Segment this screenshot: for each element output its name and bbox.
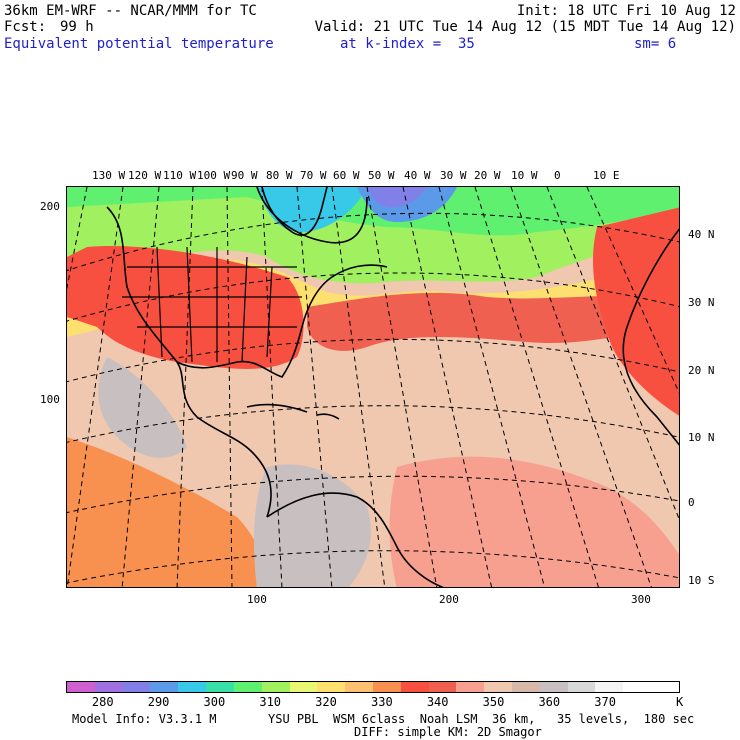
latitude-label: 40 N (688, 228, 715, 241)
state-borders (122, 246, 302, 363)
level-info: at k-index = 35 (340, 36, 475, 52)
latitude-label: 30 N (688, 296, 715, 309)
africa-warm-zone (593, 207, 679, 416)
init-time: Init: 18 UTC Fri 10 Aug 12 (516, 3, 736, 19)
colorbar-segment (372, 682, 401, 692)
colorbar-segment (400, 682, 429, 692)
south-america-coast (266, 492, 445, 587)
colorbar-label: 360 (538, 695, 561, 709)
forecast-hour: 99 h (60, 19, 94, 35)
amazon-neutral (254, 464, 371, 587)
lat-0 (67, 475, 679, 514)
smoothing-info: sm= 6 (634, 36, 677, 52)
forecast-label: Fcst: (4, 19, 47, 35)
colorbar-segment (289, 682, 318, 692)
colorbar-segment (261, 682, 290, 692)
colorbar-label: 320 (315, 695, 337, 709)
longitude-label: 0 (554, 169, 561, 182)
grid-x-label: 100 (247, 593, 267, 606)
longitude-label: 110 W (163, 169, 197, 182)
latitude-label: 10 N (688, 431, 715, 444)
gulf-atlantic-coast (176, 264, 388, 378)
greenland-cold (257, 187, 367, 233)
cuba (246, 403, 308, 413)
colorbar-label: 330 (371, 695, 393, 709)
atlantic-warm-band (307, 292, 679, 351)
longitude-label: 50 W (368, 169, 395, 182)
longitude-label: 20 W (474, 169, 501, 182)
colorbar-label: 290 (147, 695, 170, 709)
coldest-core (367, 187, 427, 208)
field-name: Equivalent potential temperature (4, 36, 274, 52)
lat-40n (67, 212, 679, 272)
pacific-warm-zone (67, 437, 277, 587)
longitude-label: 40 W (404, 169, 431, 182)
colorbar-segment (567, 682, 596, 692)
colorbar-segment (317, 682, 346, 692)
colorbar-label: 280 (91, 695, 114, 709)
colorbar-segment (651, 682, 679, 692)
longitude-label: 80 W (266, 169, 293, 182)
colorbar-label: 340 (426, 695, 449, 709)
hudson-bay (261, 187, 328, 236)
theta-e-field (67, 187, 679, 587)
lat-20n (67, 338, 679, 383)
map-panel (66, 186, 680, 588)
longitude-label: 100 W (197, 169, 231, 182)
longitude-label: 90 W (231, 169, 258, 182)
lat-10s (67, 550, 679, 584)
mexico-neutral (98, 357, 187, 458)
valid-time: Valid: 21 UTC Tue 14 Aug 12 (15 MDT Tue … (314, 19, 736, 35)
latitude-label: 0 (688, 496, 695, 509)
colorbar-segment (150, 682, 179, 692)
longitude-label: 10 E (593, 169, 620, 182)
colorbar-segment (484, 682, 512, 692)
colorbar-segment (122, 682, 151, 692)
south-atlantic-zone (389, 456, 679, 587)
colorbar-segment (539, 682, 568, 692)
pacific-coast (106, 206, 272, 518)
physics-info: YSU PBL WSM 6class Noah LSM 36 km, 35 le… (268, 712, 695, 726)
colorbar-segment (233, 682, 262, 692)
colorbar-segment (595, 682, 624, 692)
colorbar-segment (428, 682, 457, 692)
greenland-coast (256, 187, 368, 244)
longitude-label: 70 W (300, 169, 327, 182)
colorbar (66, 681, 680, 693)
latitude-label: 10 S (688, 574, 715, 587)
longitude-label: 60 W (333, 169, 360, 182)
africa-coast (622, 228, 679, 446)
grid-y-label: 200 (40, 200, 60, 213)
colorbar-segment (512, 682, 540, 692)
model-title: 36km EM-WRF -- NCAR/MMM for TC (4, 3, 257, 19)
colorbar-segment (456, 682, 485, 692)
grid-y-label: 100 (40, 393, 60, 406)
graticule (67, 187, 679, 587)
colorbar-segment (67, 682, 95, 692)
lat-10n (67, 405, 679, 443)
colorbar-unit: K (676, 695, 684, 709)
longitude-label: 120 W (128, 169, 162, 182)
colorbar-label: 310 (259, 695, 282, 709)
colorbar-segment (623, 682, 652, 692)
model-info: Model Info: V3.3.1 M (72, 712, 217, 726)
colorbar-label: 300 (203, 695, 226, 709)
hispaniola (316, 413, 340, 420)
coastlines (106, 187, 679, 587)
longitude-label: 10 W (511, 169, 538, 182)
diffusion-info: DIFF: simple KM: 2D Smagor (354, 725, 542, 739)
colorbar-label: 370 (594, 695, 616, 709)
colorbar-label: 350 (482, 695, 505, 709)
grid-x-label: 300 (631, 593, 651, 606)
longitude-label: 130 W (92, 169, 126, 182)
colorbar-segment (206, 682, 234, 692)
latitude-label: 20 N (688, 364, 715, 377)
colorbar-segment (94, 682, 123, 692)
colorbar-segment (178, 682, 207, 692)
lat-30n (67, 272, 679, 322)
colorbar-segment (345, 682, 373, 692)
longitude-label: 30 W (440, 169, 467, 182)
grid-x-label: 200 (439, 593, 459, 606)
